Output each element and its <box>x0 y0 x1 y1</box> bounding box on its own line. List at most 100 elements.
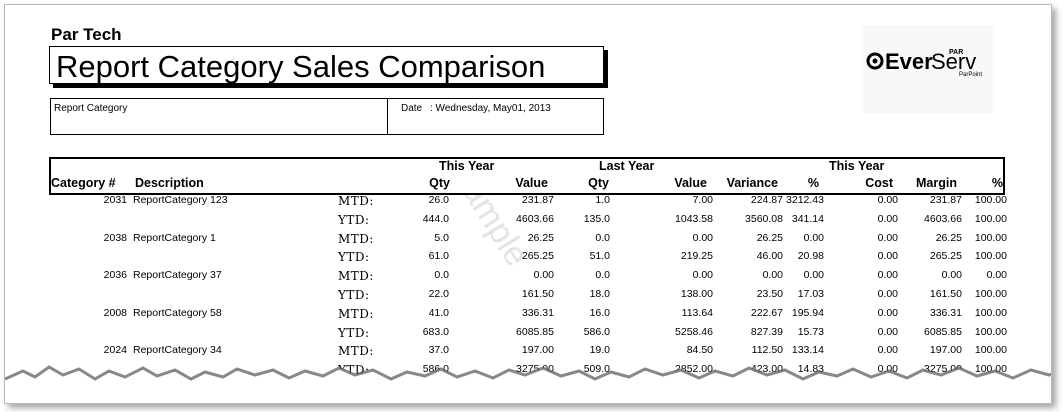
company-name: Par Tech <box>51 25 122 44</box>
date-value: : Wednesday, May01, 2013 <box>430 103 551 114</box>
variance-percent-cell: 133.14 <box>791 344 824 357</box>
category-number-cell: 2024 <box>103 344 127 357</box>
col-margin-percent: % <box>991 176 1003 190</box>
torn-edge <box>5 365 1051 403</box>
variance-cell: 3560.08 <box>745 212 783 225</box>
last-year-value-cell: 5258.46 <box>675 325 713 338</box>
variance-cell: 26.25 <box>756 231 783 244</box>
period-label: MTD: <box>338 194 374 208</box>
this-year-qty-cell: 5.0 <box>434 231 449 244</box>
this-year-value-cell: 0.00 <box>533 269 554 282</box>
variance-percent-cell: 17.03 <box>797 288 824 300</box>
last-year-value-cell: 84.50 <box>686 344 713 357</box>
last-year-qty-cell: 1.0 <box>595 194 610 206</box>
info-divider <box>387 99 388 134</box>
margin-percent-cell: 100.00 <box>974 288 1007 300</box>
period-label: MTD: <box>338 231 374 246</box>
this-year-qty-cell: 444.0 <box>422 212 449 225</box>
last-year-qty-cell: 0.0 <box>595 269 610 282</box>
last-year-qty-cell: 509.0 <box>583 363 610 376</box>
this-year-value-cell: 26.25 <box>527 231 554 244</box>
variance-percent-cell: 15.73 <box>797 325 824 338</box>
svg-text:ParPoint: ParPoint <box>959 72 982 78</box>
category-number-cell: 2036 <box>103 269 127 282</box>
col-description: Description <box>135 176 204 190</box>
variance-percent-cell: 3212.43 <box>786 194 824 206</box>
this-year-value-cell: 161.50 <box>521 288 554 300</box>
this-year-qty-cell: 61.0 <box>428 250 449 263</box>
last-year-value-cell: 7.00 <box>692 194 713 206</box>
cost-cell: 0.00 <box>877 306 898 319</box>
table-header-columns: Category # Description Qty Value Qty Val… <box>49 175 1005 195</box>
margin-percent-cell: 100.00 <box>974 250 1007 263</box>
margin-cell: 0.00 <box>941 269 962 282</box>
svg-text:PAR: PAR <box>949 49 963 56</box>
group-this-year-margin: This Year <box>829 159 885 173</box>
this-year-value-cell: 336.31 <box>521 306 554 319</box>
this-year-value-cell: 6085.85 <box>516 325 554 338</box>
variance-percent-cell: 0.00 <box>803 231 824 244</box>
margin-cell: 265.25 <box>929 250 962 263</box>
variance-cell: 46.00 <box>756 250 783 263</box>
this-year-qty-cell: 26.0 <box>428 194 449 206</box>
period-label: MTD: <box>338 306 374 321</box>
margin-percent-cell: 100.00 <box>974 325 1007 338</box>
margin-cell: 231.87 <box>929 194 962 206</box>
date-label: Date <box>401 103 423 114</box>
margin-cell: 161.50 <box>929 288 962 300</box>
cost-cell: 0.00 <box>877 231 898 244</box>
margin-percent-cell: 100.00 <box>974 344 1007 357</box>
this-year-qty-cell: 0.0 <box>434 269 449 282</box>
report-info-box: Report Category Date : Wednesday, May01,… <box>50 98 604 135</box>
last-year-qty-cell: 586.0 <box>583 325 610 338</box>
report-title-box: Report Category Sales Comparison <box>49 46 604 84</box>
variance-percent-cell: 195.94 <box>791 306 824 319</box>
variance-cell: 224.87 <box>750 194 783 206</box>
variance-cell: 827.39 <box>750 325 783 338</box>
last-year-value-cell: 219.25 <box>680 250 713 263</box>
margin-percent-cell: 100.00 <box>974 306 1007 319</box>
last-year-qty-cell: 0.0 <box>595 231 610 244</box>
last-year-qty-cell: 51.0 <box>589 250 610 263</box>
svg-text:Ever: Ever <box>885 49 933 74</box>
description-cell: ReportCategory 1 <box>133 231 216 244</box>
this-year-value-cell: 265.25 <box>521 250 554 263</box>
this-year-qty-cell: 37.0 <box>428 344 449 357</box>
description-cell: ReportCategory 34 <box>133 344 222 357</box>
col-margin: Margin <box>916 176 957 190</box>
variance-percent-cell: 0.00 <box>803 269 824 282</box>
this-year-qty-cell: 22.0 <box>428 288 449 300</box>
margin-cell: 26.25 <box>935 231 962 244</box>
cost-cell: 0.00 <box>877 344 898 357</box>
description-cell: ReportCategory 58 <box>133 306 222 319</box>
period-label: YTD: <box>338 288 370 302</box>
this-year-value-cell: 197.00 <box>521 344 554 357</box>
this-year-qty-cell: 41.0 <box>428 306 449 319</box>
everserv-logo: Ever Serv PAR ParPoint <box>863 25 993 113</box>
margin-percent-cell: 0.00 <box>986 269 1007 282</box>
everserv-logo-mark: Ever Serv PAR ParPoint <box>866 49 982 78</box>
col-variance: Variance <box>726 176 778 190</box>
period-label: YTD: <box>338 212 370 227</box>
col-last-year-qty: Qty <box>588 176 609 190</box>
margin-cell: 336.31 <box>929 306 962 319</box>
report-page: Par Tech Report Category Sales Compariso… <box>4 4 1052 404</box>
svg-text:Serv: Serv <box>931 49 976 74</box>
col-category-number: Category # <box>51 176 116 190</box>
col-cost: Cost <box>865 176 893 190</box>
variance-cell: 0.00 <box>762 269 783 282</box>
last-year-value-cell: 0.00 <box>692 231 713 244</box>
cost-cell: 0.00 <box>877 194 898 206</box>
last-year-value-cell: 138.00 <box>680 288 713 300</box>
this-year-value-cell: 4603.66 <box>516 212 554 225</box>
description-cell: ReportCategory 37 <box>133 269 222 282</box>
last-year-value-cell: 0.00 <box>692 269 713 282</box>
variance-percent-cell: 20.98 <box>797 250 824 263</box>
period-label: MTD: <box>338 269 374 284</box>
period-label: YTD: <box>338 325 370 340</box>
col-variance-percent: % <box>807 176 819 190</box>
margin-percent-cell: 100.00 <box>974 212 1007 225</box>
category-number-cell: 2031 <box>103 194 127 206</box>
variance-cell: 112.50 <box>751 344 783 357</box>
cost-cell: 0.00 <box>877 269 898 282</box>
